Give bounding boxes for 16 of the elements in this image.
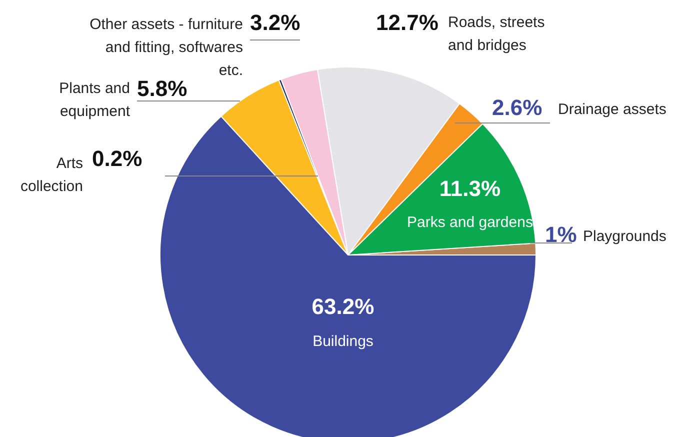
data-label: 1% xyxy=(545,222,577,247)
slice-label: Other assets - furniture and fitting, softwares etc. xyxy=(90,16,243,79)
data-label: 5.8% xyxy=(137,76,188,101)
slice-label: Plants and equipment xyxy=(59,80,131,120)
slice-label: Buildings xyxy=(312,333,374,350)
data-label: 3.2% xyxy=(250,10,300,35)
slice-label: Arts collection xyxy=(20,155,83,195)
slice-label: Drainage assets xyxy=(558,101,666,118)
data-label: 11.3% xyxy=(439,176,501,201)
data-label: 2.6% xyxy=(492,95,542,120)
data-label: 0.2% xyxy=(92,146,142,171)
slice-label: Parks and gardens xyxy=(407,214,533,231)
slice-label: Playgrounds xyxy=(583,228,666,245)
data-label: 63.2% xyxy=(312,294,374,319)
data-label: 12.7% xyxy=(376,10,438,35)
slice-label: Roads, streets and bridges xyxy=(448,14,545,54)
